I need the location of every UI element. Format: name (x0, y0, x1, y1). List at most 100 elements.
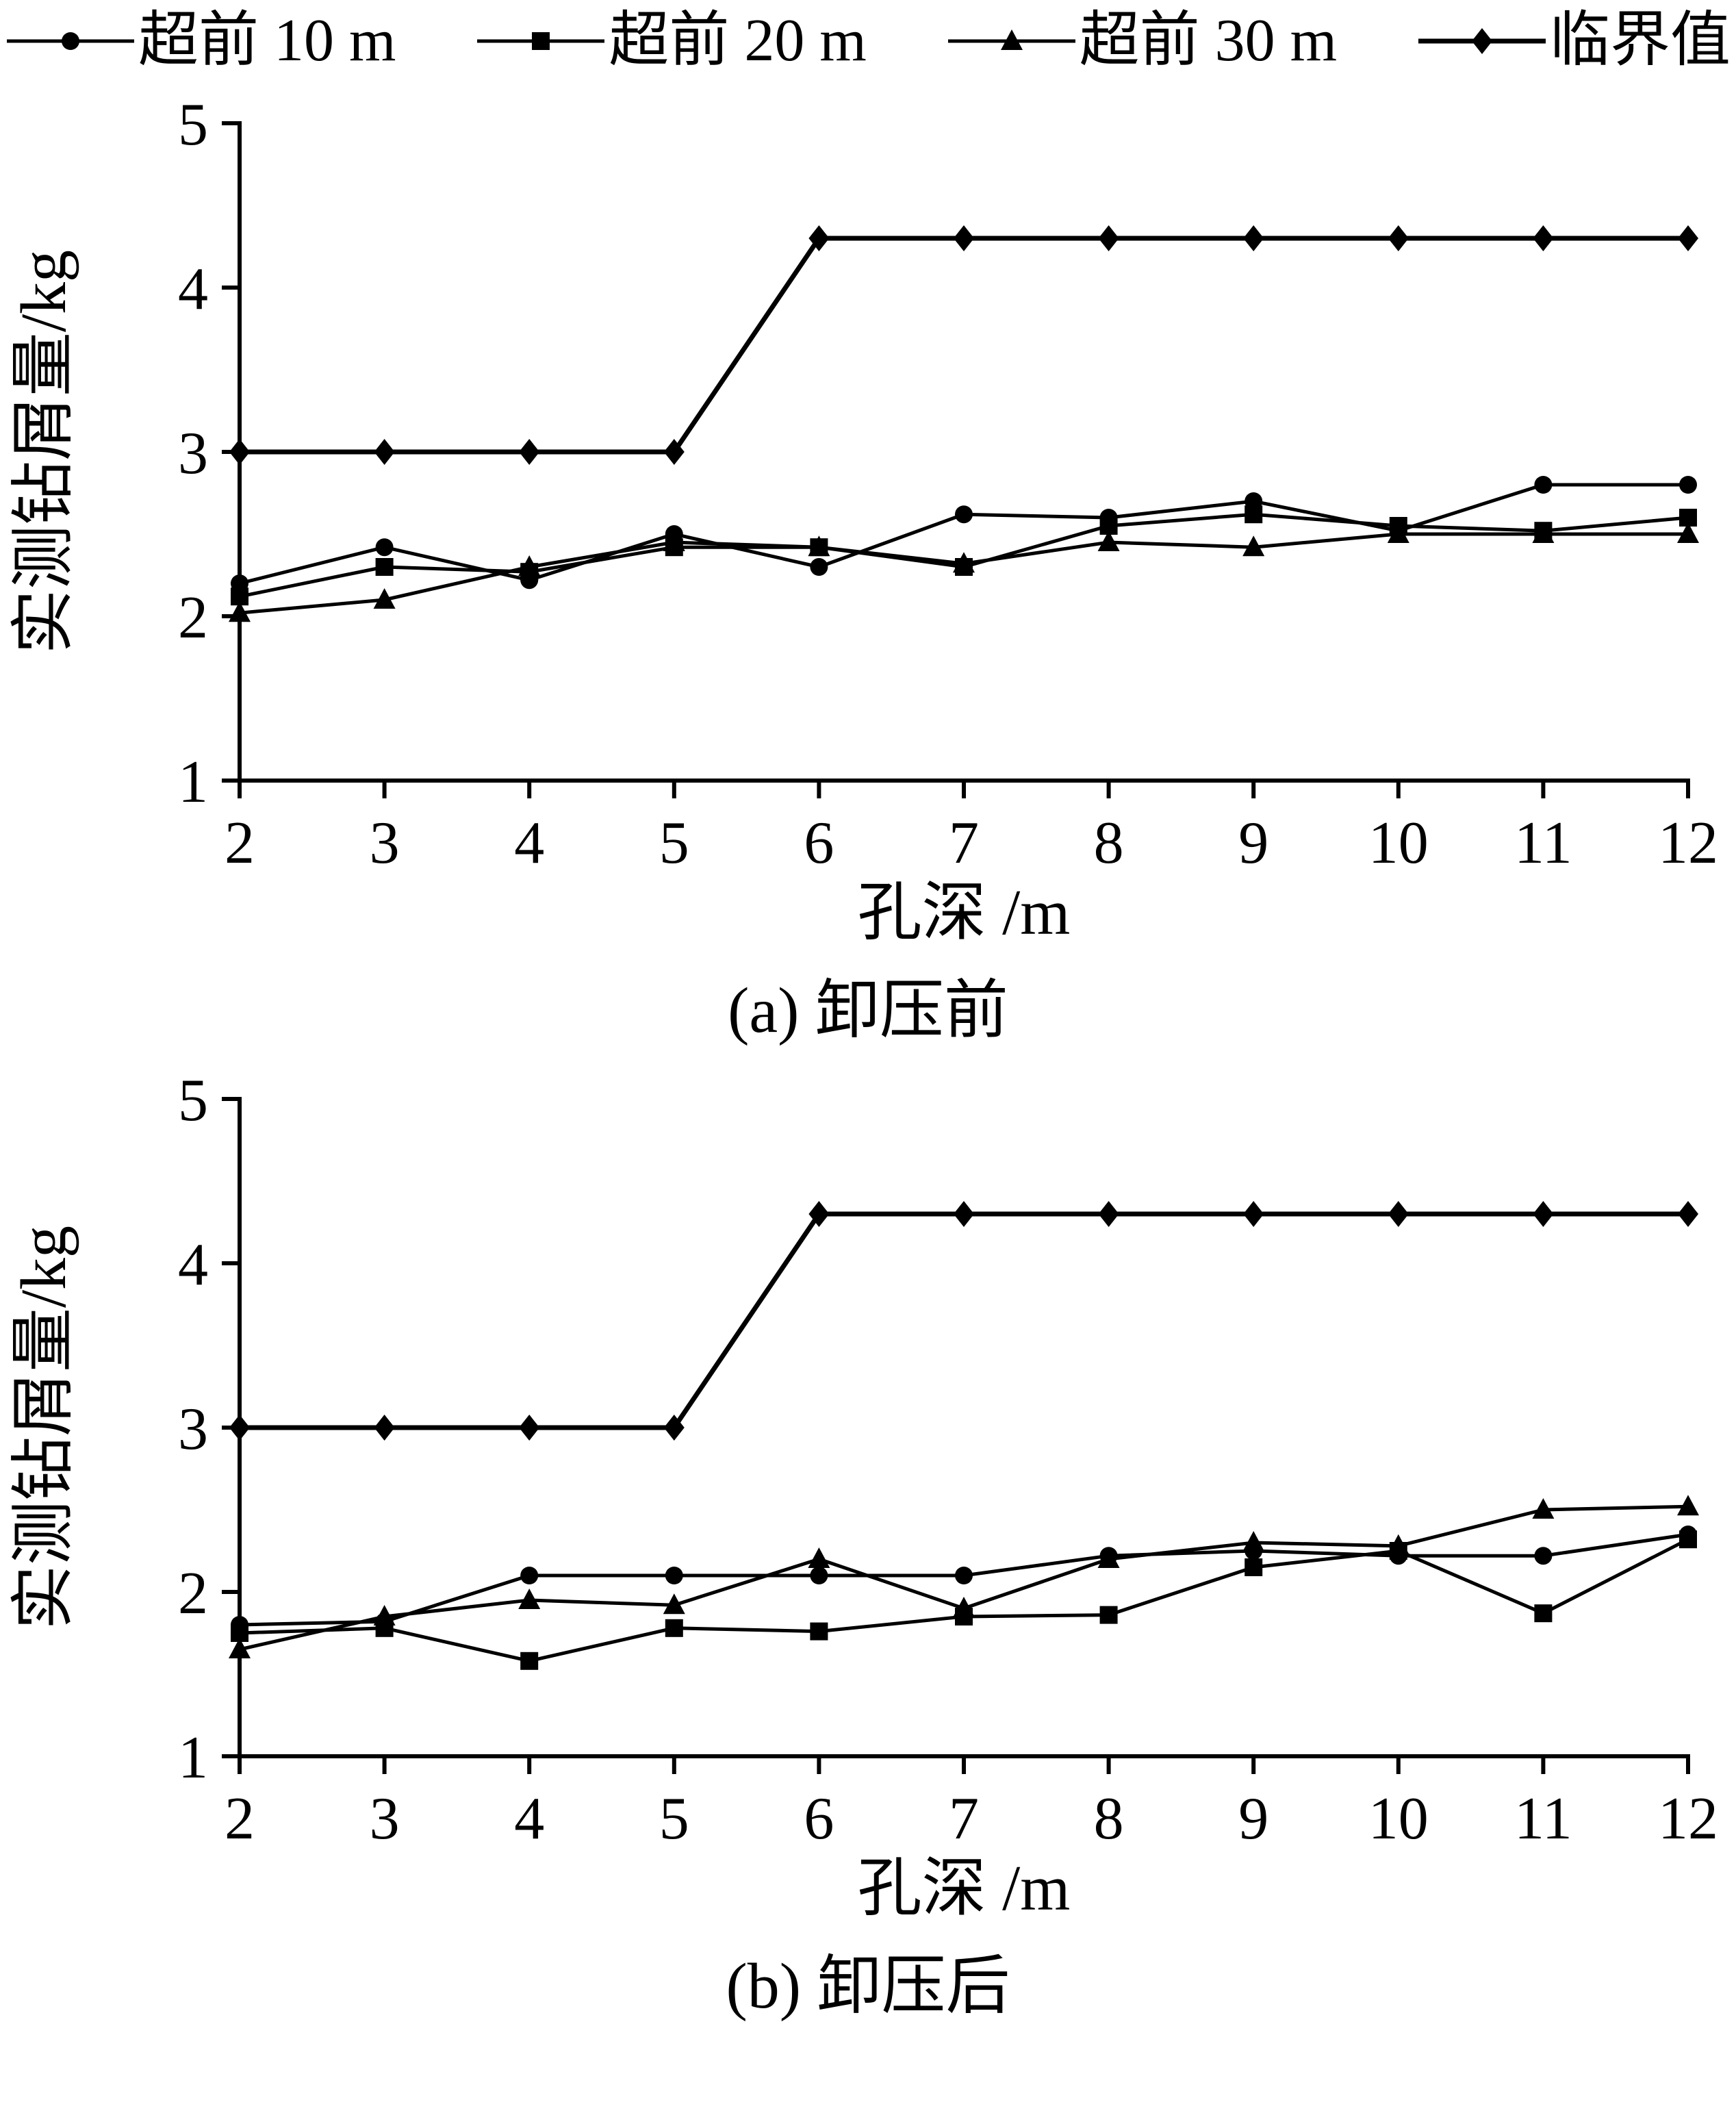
triangle-marker-icon (663, 531, 685, 551)
diamond-marker-icon (1243, 1200, 1264, 1227)
svg-text:5: 5 (178, 1067, 208, 1134)
legend-item: 超前 30 m (947, 11, 1337, 71)
square-marker-icon (1244, 1558, 1263, 1576)
triangle-marker-icon (1387, 522, 1409, 543)
svg-text:3: 3 (178, 1396, 208, 1463)
legend-item: 超前 10 m (5, 11, 396, 71)
square-legend-swatch (477, 32, 605, 50)
square-marker-icon (1099, 1606, 1118, 1624)
diamond-marker-icon (1388, 1200, 1409, 1227)
triangle-marker-icon (373, 588, 396, 609)
legend-item: 超前 20 m (476, 8, 867, 74)
diamond-marker-icon (1471, 28, 1492, 54)
diamond-marker-icon (808, 1200, 830, 1227)
circle-marker-icon (62, 32, 79, 50)
triangle-marker-icon (518, 555, 541, 576)
circle-marker-icon (955, 1566, 973, 1584)
diamond-marker-icon (954, 225, 974, 251)
svg-text:10: 10 (1368, 810, 1429, 876)
legend-label: 超前 20 m (609, 8, 867, 74)
diamond-marker-icon (374, 439, 395, 465)
legend-item: 临界值 (1417, 11, 1731, 71)
svg-text:2: 2 (178, 585, 208, 651)
square-marker-icon (1534, 1604, 1553, 1622)
axes (222, 1096, 1690, 1774)
diamond-legend-swatch (1418, 28, 1546, 54)
svg-text:9: 9 (1238, 1786, 1268, 1852)
triangle-marker-icon (1532, 522, 1555, 543)
svg-text:10: 10 (1368, 1786, 1429, 1852)
svg-text:4: 4 (514, 810, 544, 876)
square-marker-icon (1679, 1530, 1697, 1548)
svg-text:3: 3 (370, 1786, 400, 1852)
square-marker-icon (810, 1622, 828, 1641)
svg-text:2: 2 (178, 1560, 208, 1627)
triangle-legend-swatch (947, 29, 1075, 50)
svg-text:2: 2 (225, 1786, 255, 1852)
triangle-marker-icon (808, 535, 830, 557)
svg-text:1: 1 (178, 1725, 208, 1791)
svg-text:5: 5 (659, 810, 689, 876)
svg-text:11: 11 (1514, 810, 1572, 876)
circle-legend-swatch (7, 32, 134, 50)
diamond-marker-icon (1388, 225, 1409, 251)
axes (222, 121, 1690, 798)
diamond-marker-icon (1678, 1200, 1698, 1227)
triangle-marker-icon (229, 1637, 251, 1658)
triangle-marker-icon (1097, 1547, 1120, 1568)
svg-text:7: 7 (949, 810, 979, 876)
triangle-marker-icon (953, 1596, 975, 1617)
diamond-marker-icon (1243, 225, 1264, 251)
legend-label: 临界值 (1549, 8, 1731, 74)
svg-text:9: 9 (1238, 810, 1268, 876)
triangle-marker-icon (663, 1593, 685, 1614)
triangle-marker-icon (1097, 531, 1120, 551)
circle-marker-icon (1534, 476, 1553, 494)
square-marker-icon (375, 558, 394, 576)
series-triangle (229, 1494, 1699, 1658)
triangle-marker-icon (953, 552, 975, 573)
diamond-marker-icon (1678, 225, 1698, 251)
triangle-marker-icon (808, 1547, 830, 1568)
svg-text:4: 4 (514, 1786, 544, 1852)
svg-text:6: 6 (804, 810, 834, 876)
circle-marker-icon (375, 538, 394, 557)
triangle-marker-icon (1677, 522, 1699, 543)
chart-b-caption: (b) 卸压后 (726, 1951, 1010, 2023)
diamond-marker-icon (1098, 1200, 1119, 1227)
legend-label: 超前 10 m (138, 8, 396, 74)
series-triangle (229, 522, 1699, 622)
circle-marker-icon (810, 558, 828, 576)
triangle-marker-icon (518, 1588, 541, 1609)
svg-text:12: 12 (1658, 1786, 1718, 1852)
square-marker-icon (532, 32, 550, 50)
triangle-marker-icon (1242, 535, 1265, 557)
svg-text:3: 3 (370, 810, 400, 876)
circle-marker-icon (955, 505, 973, 524)
triangle-marker-icon (229, 601, 251, 622)
chart-a: 1 2 3 4 5 2 3 4 5 6 7 8 9 10 11 12 实测钻屑量/kg 孔深 /m (a) 卸压… (0, 89, 1736, 1047)
triangle-marker-icon (1532, 1497, 1555, 1519)
svg-text:6: 6 (804, 1786, 834, 1852)
triangle-marker-icon (1000, 29, 1023, 50)
circle-marker-icon (810, 1566, 828, 1584)
diamond-marker-icon (663, 1414, 685, 1441)
svg-text:8: 8 (1094, 810, 1124, 876)
svg-text:11: 11 (1514, 1786, 1572, 1852)
diamond-marker-icon (1098, 225, 1119, 251)
svg-text:3: 3 (178, 420, 208, 487)
chart-b: 1 2 3 4 5 2 3 4 5 6 7 8 9 10 11 12 实测钻屑量/kg 孔深 /m (b) 卸压… (0, 1065, 1736, 2023)
svg-text:1: 1 (178, 749, 208, 815)
svg-text:7: 7 (949, 1786, 979, 1852)
circle-marker-icon (665, 1566, 683, 1584)
chart-b-x-axis-label: 孔深 /m (857, 1852, 1071, 1924)
circle-marker-icon (1679, 476, 1697, 494)
diamond-marker-icon (1533, 225, 1554, 251)
legend: 超前 10 m 超前 20 m 超前 30 m 临界值 (0, 8, 1736, 71)
diamond-marker-icon (808, 225, 830, 251)
square-marker-icon (665, 1619, 683, 1637)
y-axis-label: 实测钻屑量/kg (8, 250, 79, 654)
